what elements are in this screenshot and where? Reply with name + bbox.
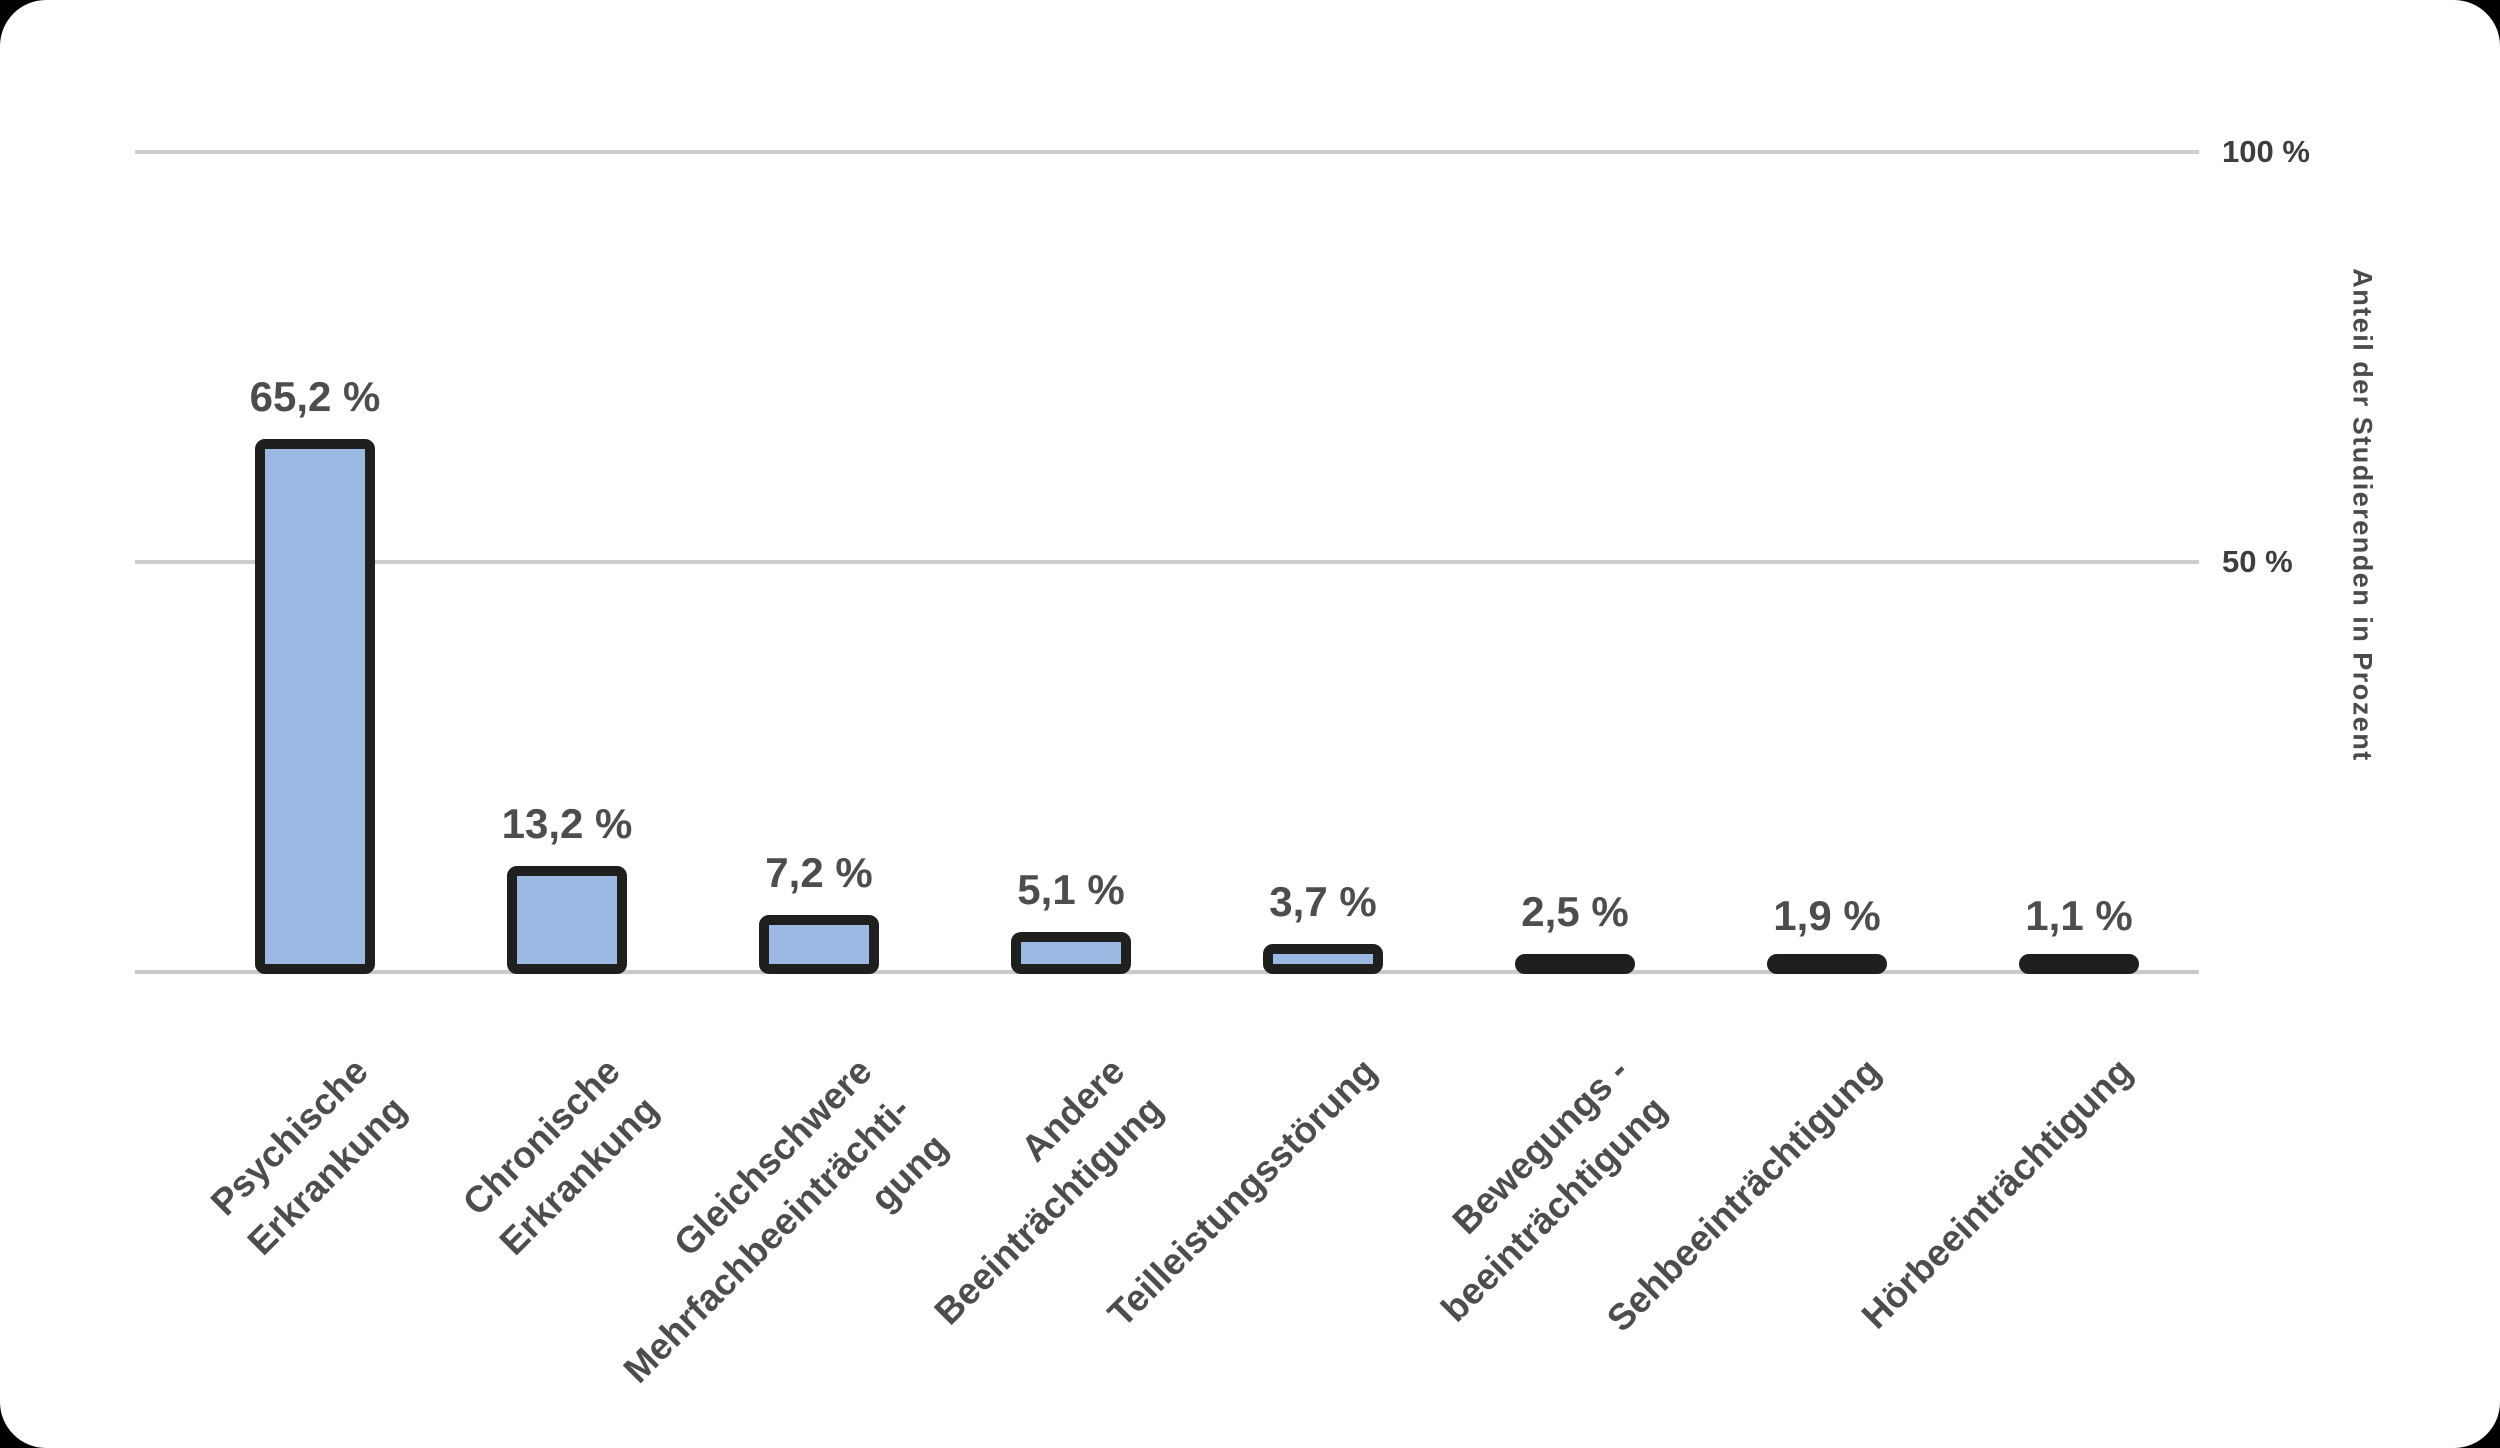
x-axis-label-1: Psychische Erkrankung [203,1050,415,1263]
gridline-50 [135,560,2199,564]
x-axis-label-2: Chronische Erkrankung [455,1050,667,1263]
x-axis-label-8: Hörbeeinträchtigung [1853,1050,2141,1337]
bar-6 [1515,953,1635,974]
bar-8 [2019,954,2139,974]
bar-1 [255,439,375,974]
value-label-6: 2,5 % [1521,887,1629,935]
value-label-4: 5,1 % [1017,866,1125,914]
bar-5 [1263,943,1383,974]
value-label-5: 3,7 % [1269,877,1377,925]
y-axis-title: Anteil der Studierenden in Prozent [2347,268,2378,762]
value-label-1: 65,2 % [249,373,381,421]
plot-area: 65,2 % 13,2 % 7,2 % 5,1 % 3,7 % 2,5 % 1,9 % 1,1… [135,150,2199,974]
y-tick-label-50: 50 % [2222,544,2293,579]
value-label-3: 7,2 % [765,848,873,896]
bar-3 [759,914,879,974]
gridline-100 [135,150,2199,154]
y-tick-label-100: 100 % [2222,134,2310,169]
bar-7 [1767,954,1887,974]
value-label-2: 13,2 % [501,799,633,847]
value-label-7: 1,9 % [1773,892,1881,939]
bar-4 [1011,932,1131,974]
x-axis-baseline [135,970,2199,974]
bar-2 [507,865,627,974]
value-label-8: 1,1 % [2025,892,2133,939]
